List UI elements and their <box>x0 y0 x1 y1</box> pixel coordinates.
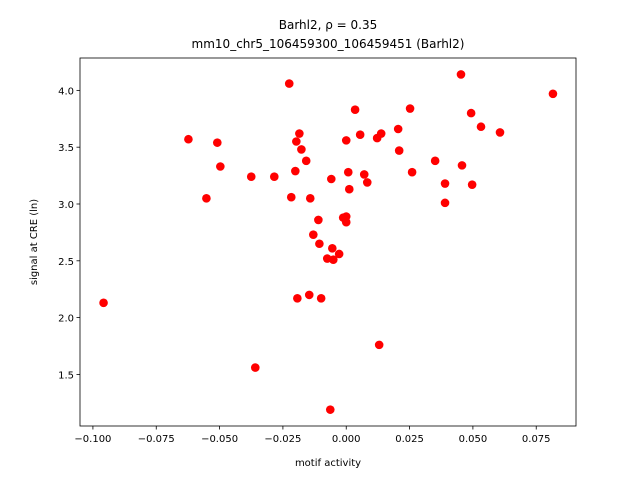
y-tick-label: 3.5 <box>58 143 74 154</box>
chart-subtitle: mm10_chr5_106459300_106459451 (Barhl2) <box>192 37 465 51</box>
y-axis-label: signal at CRE (ln) <box>29 199 40 285</box>
point <box>269 172 279 182</box>
point <box>334 249 344 259</box>
point <box>184 134 193 144</box>
y-tick-label: 2.5 <box>58 257 74 268</box>
point <box>476 122 486 132</box>
point <box>341 217 351 227</box>
point <box>350 105 360 114</box>
point <box>359 170 369 179</box>
point <box>202 194 211 203</box>
point <box>344 184 354 194</box>
point <box>466 108 476 118</box>
point <box>343 167 353 177</box>
point <box>286 192 296 202</box>
point <box>376 129 386 138</box>
point <box>329 255 338 264</box>
point <box>407 167 417 177</box>
x-tick-label: −0.025 <box>264 434 301 445</box>
point <box>394 146 404 155</box>
point <box>99 298 108 308</box>
point <box>292 137 301 146</box>
point <box>315 239 324 249</box>
point <box>316 293 326 303</box>
x-tick-label: 0.025 <box>395 434 424 445</box>
point <box>284 79 294 88</box>
y-tick-label: 1.5 <box>58 370 74 381</box>
point <box>456 70 466 79</box>
point <box>301 156 311 166</box>
point <box>250 363 260 372</box>
y-tick-label: 2.0 <box>58 314 74 325</box>
x-tick-label: −0.100 <box>74 434 111 445</box>
point <box>297 145 306 154</box>
point <box>467 180 477 189</box>
y-tick-label: 4.0 <box>58 86 74 97</box>
point <box>212 138 222 147</box>
point <box>216 162 225 171</box>
point <box>405 104 415 113</box>
point <box>440 179 450 188</box>
x-tick-label: 0.000 <box>332 434 361 445</box>
chart-title: Barhl2, ρ = 0.35 <box>279 18 378 32</box>
point <box>440 198 450 208</box>
point <box>314 215 323 225</box>
x-tick-label: −0.075 <box>138 434 175 445</box>
point <box>325 405 335 414</box>
point <box>362 178 372 187</box>
point <box>326 174 336 184</box>
point <box>548 89 558 99</box>
point <box>374 340 384 350</box>
point <box>341 136 351 145</box>
point <box>304 290 314 300</box>
point <box>393 124 403 134</box>
x-tick-label: 0.050 <box>459 434 488 445</box>
plot-frame <box>79 57 577 427</box>
point <box>305 194 315 203</box>
x-tick-label: 0.075 <box>522 434 551 445</box>
x-axis-label: motif activity <box>295 458 361 469</box>
x-tick-label: −0.050 <box>201 434 238 445</box>
point <box>295 129 304 138</box>
point <box>293 293 302 303</box>
point <box>328 244 337 253</box>
point <box>457 161 467 170</box>
point <box>430 156 440 166</box>
point <box>309 230 318 239</box>
point <box>246 172 256 182</box>
y-tick-label: 3.0 <box>58 200 74 211</box>
point <box>355 130 365 139</box>
point <box>291 166 300 176</box>
point <box>495 128 505 137</box>
